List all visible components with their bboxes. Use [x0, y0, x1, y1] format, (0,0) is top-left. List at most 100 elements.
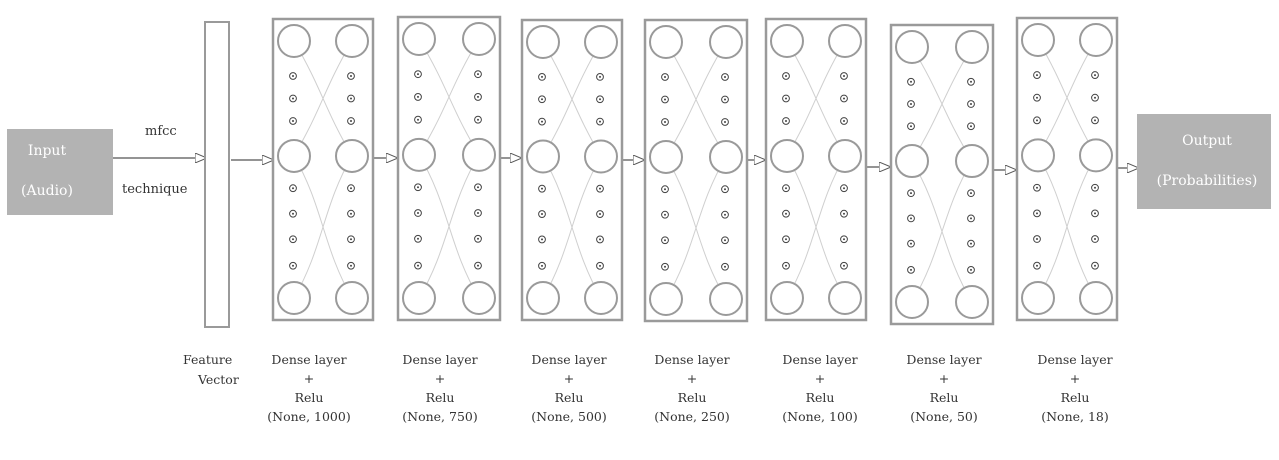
neuron [649, 139, 683, 174]
neuron-dot-center [1094, 74, 1096, 77]
neuron-dot-center [477, 212, 479, 215]
neuron-dot-center [843, 264, 845, 267]
neuron-dot-center [1094, 186, 1096, 189]
neuron-dot-center [664, 75, 666, 78]
input-box [7, 129, 113, 215]
neuron [709, 282, 743, 316]
connection-line [1037, 155, 1097, 299]
neuron-dot-center [910, 217, 912, 220]
neuron-dot-center [724, 213, 726, 216]
layer-3-activation: Relu [554, 390, 584, 405]
connection-line [418, 38, 480, 156]
neuron-dot-center [970, 125, 972, 128]
neuron-dot-center [292, 187, 294, 190]
neuron-dot-center [724, 98, 726, 101]
neuron-dot-center [843, 119, 845, 122]
neuron-dot-center [417, 95, 419, 98]
layer-2-name: Dense layer [402, 352, 478, 367]
connection-line [786, 155, 846, 299]
neuron-dot-center [350, 97, 352, 100]
connection-line [293, 155, 353, 299]
neuron [1021, 281, 1055, 315]
neuron-dot-center [724, 75, 726, 78]
neuron-dot-center [417, 73, 419, 76]
neuron [526, 139, 560, 174]
neuron-dot-center [970, 242, 972, 245]
neuron-dot-center [599, 264, 601, 267]
neuron [770, 138, 804, 173]
dense-layer-1 [271, 17, 375, 322]
neuron-dot-center [599, 213, 601, 216]
connection-line [786, 40, 846, 157]
connection-arrows [113, 158, 1138, 170]
neuron [828, 24, 862, 58]
neuron-dot-center [664, 120, 666, 123]
neuron-dot-center [292, 74, 294, 77]
layer-4-op: + [686, 371, 698, 386]
neuron-dot-center [292, 119, 294, 122]
neuron [335, 138, 369, 173]
neuron-dot-center [541, 120, 543, 123]
neuron-dot-center [785, 264, 787, 267]
connection-line [665, 156, 727, 300]
neuron-dot-center [350, 212, 352, 215]
input-label: Input (Audio) [7, 142, 87, 200]
neuron-dot-center [541, 238, 543, 241]
neuron [1079, 281, 1113, 315]
neuron-dot-center [541, 98, 543, 101]
neuron [335, 281, 369, 315]
neuron-dot-center [541, 264, 543, 267]
neuron [277, 24, 311, 58]
neuron [402, 22, 436, 56]
neuron-dot-center [541, 187, 543, 190]
neuron-dot-center [664, 213, 666, 216]
layer-4-name: Dense layer [654, 352, 730, 367]
neuron [584, 25, 618, 59]
dense-layer-5 [764, 17, 868, 322]
neuron-dot-center [785, 212, 787, 215]
neuron-dot-center [292, 212, 294, 215]
neuron-dot-center [350, 74, 352, 77]
neuron-dot-center [785, 187, 787, 190]
connection-line [542, 156, 602, 299]
neuron-dot-center [910, 80, 912, 83]
neuron-dot-center [541, 75, 543, 78]
neuron [895, 30, 929, 64]
layer-5-op: + [814, 371, 826, 386]
layer-caption-6: Dense layer + Relu (None, 50) [889, 350, 999, 426]
layer-2-op: + [434, 371, 446, 386]
layer-4-activation: Relu [677, 390, 707, 405]
layer-5-name: Dense layer [782, 352, 858, 367]
output-label: Output (Probabilities) [1140, 132, 1274, 190]
connection-line [911, 160, 973, 303]
neuron [895, 285, 929, 319]
layer-1-shape: (None, 1000) [267, 409, 351, 424]
neuron-dot-center [910, 268, 912, 271]
neuron-dot-center [664, 188, 666, 191]
preprocess-label-top: mfcc [145, 124, 177, 139]
layer-caption-7: Dense layer + Relu (None, 18) [1020, 350, 1130, 426]
neuron [526, 25, 560, 59]
neuron-dot-center [785, 74, 787, 77]
layer-1-op: + [303, 371, 315, 386]
layer-3-name: Dense layer [531, 352, 607, 367]
neuron-dot-center [785, 119, 787, 122]
neuron-dot-center [417, 186, 419, 189]
neuron [1021, 23, 1055, 57]
neuron-dot-center [1036, 74, 1038, 77]
neuron-dot-center [417, 212, 419, 215]
layer-5-shape: (None, 100) [782, 409, 858, 424]
neuron-dot-center [664, 265, 666, 268]
neuron-dot-center [541, 213, 543, 216]
neuron-dot-center [599, 98, 601, 101]
neuron [402, 137, 436, 172]
neuron [277, 281, 311, 315]
neuron-dot-center [350, 238, 352, 241]
neuron [709, 139, 743, 174]
layer-1-activation: Relu [294, 390, 324, 405]
neuron-dot-center [292, 97, 294, 100]
neuron [1079, 138, 1113, 173]
neuron [828, 138, 862, 173]
neuron-dot-center [970, 192, 972, 195]
neuron-dot-center [1094, 212, 1096, 215]
